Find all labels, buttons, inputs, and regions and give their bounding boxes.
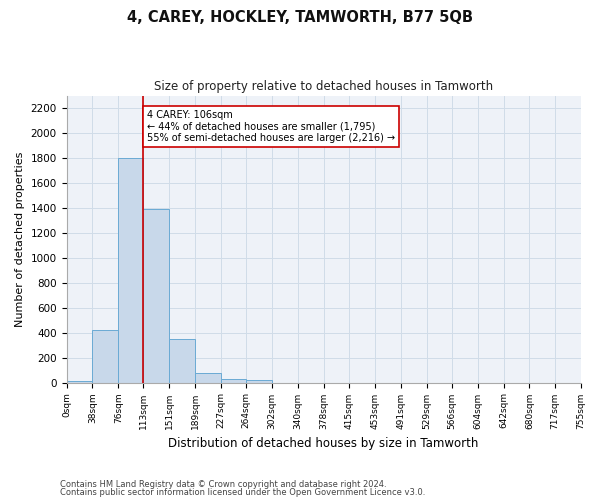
Bar: [195, 372, 221, 382]
Bar: [246, 380, 272, 382]
Y-axis label: Number of detached properties: Number of detached properties: [15, 152, 25, 327]
Title: Size of property relative to detached houses in Tamworth: Size of property relative to detached ho…: [154, 80, 493, 93]
Bar: [118, 158, 143, 382]
Bar: [221, 379, 246, 382]
Bar: [92, 330, 118, 382]
X-axis label: Distribution of detached houses by size in Tamworth: Distribution of detached houses by size …: [169, 437, 479, 450]
Bar: [169, 339, 195, 382]
Bar: [143, 209, 169, 382]
Text: 4 CAREY: 106sqm
← 44% of detached houses are smaller (1,795)
55% of semi-detache: 4 CAREY: 106sqm ← 44% of detached houses…: [147, 110, 395, 143]
Text: Contains HM Land Registry data © Crown copyright and database right 2024.: Contains HM Land Registry data © Crown c…: [60, 480, 386, 489]
Text: 4, CAREY, HOCKLEY, TAMWORTH, B77 5QB: 4, CAREY, HOCKLEY, TAMWORTH, B77 5QB: [127, 10, 473, 25]
Bar: [67, 380, 92, 382]
Text: Contains public sector information licensed under the Open Government Licence v3: Contains public sector information licen…: [60, 488, 425, 497]
